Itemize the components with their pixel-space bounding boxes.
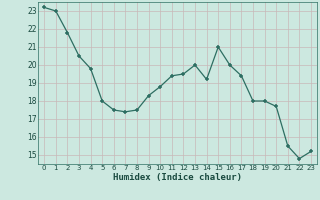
- X-axis label: Humidex (Indice chaleur): Humidex (Indice chaleur): [113, 173, 242, 182]
